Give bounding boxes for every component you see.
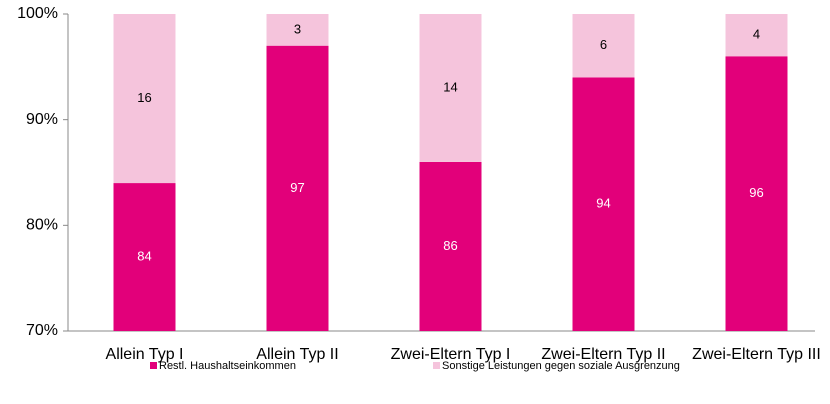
y-tick-label: 80% bbox=[26, 217, 58, 234]
legend-label: Sonstige Leistungen gegen soziale Ausgre… bbox=[442, 360, 680, 372]
value-label: 16 bbox=[137, 90, 151, 105]
legend-label: Restl. Haushaltseinkommen bbox=[159, 360, 296, 372]
x-tick-label: Zwei-Eltern Typ II bbox=[541, 346, 665, 363]
y-tick-label: 70% bbox=[26, 322, 58, 339]
bar-segment bbox=[419, 161, 482, 331]
x-tick-label: Allein Typ I bbox=[106, 346, 184, 363]
value-label: 84 bbox=[137, 248, 151, 263]
bar-segment bbox=[725, 14, 788, 57]
bar-segment bbox=[266, 14, 329, 46]
bar-segment bbox=[419, 14, 482, 162]
bar-segment bbox=[113, 14, 176, 184]
x-tick-label: Zwei-Eltern Typ III bbox=[692, 346, 821, 363]
bar-segment bbox=[572, 77, 635, 332]
x-tick-label: Allein Typ II bbox=[256, 346, 338, 363]
value-label: 3 bbox=[294, 21, 301, 36]
value-label: 14 bbox=[443, 79, 457, 94]
y-tick-label: 100% bbox=[17, 5, 58, 22]
legend-swatch bbox=[150, 362, 157, 369]
value-label: 6 bbox=[600, 37, 607, 52]
x-tick-label: Zwei-Eltern Typ I bbox=[391, 346, 511, 363]
value-label: 97 bbox=[290, 180, 304, 195]
bar-segment bbox=[113, 183, 176, 331]
y-tick-label: 90% bbox=[26, 111, 58, 128]
bar-segment bbox=[266, 45, 329, 331]
value-label: 96 bbox=[749, 185, 763, 200]
value-label: 4 bbox=[753, 27, 760, 42]
bar-segment bbox=[572, 14, 635, 78]
value-label: 86 bbox=[443, 238, 457, 253]
legend-swatch bbox=[433, 362, 440, 369]
bar-segment bbox=[725, 56, 788, 332]
value-label: 94 bbox=[596, 196, 610, 211]
